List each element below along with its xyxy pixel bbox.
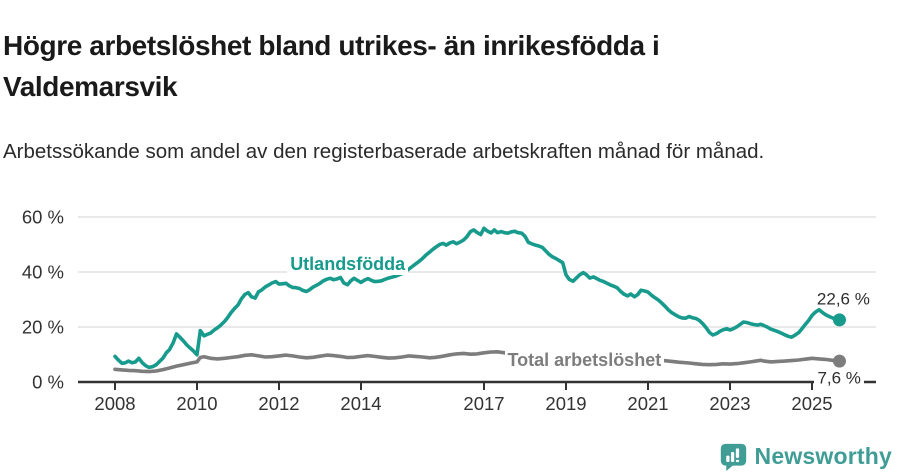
x-tick-label: 2021 xyxy=(627,393,668,414)
x-tick-label: 2008 xyxy=(94,393,135,414)
x-tick-label: 2012 xyxy=(258,393,299,414)
x-tick-label: 2023 xyxy=(709,393,750,414)
brand-name: Newsworthy xyxy=(754,443,892,469)
value-utlandsfodda: 22,6 % xyxy=(816,289,870,309)
newsworthy-logo-icon xyxy=(720,443,746,471)
x-tick-label: 2014 xyxy=(340,393,381,414)
x-tick-label: 2010 xyxy=(176,393,217,414)
x-tick-label: 2019 xyxy=(545,393,586,414)
label-utlandsfodda: Utlandsfödda xyxy=(287,253,409,276)
y-tick-label: 0 % xyxy=(32,372,64,393)
total-arbetsloshet-end-dot xyxy=(832,354,846,368)
footer-logo: Newsworthy xyxy=(719,442,892,471)
y-tick-label: 40 % xyxy=(22,262,64,283)
utlandsfodda-line xyxy=(113,226,842,370)
page-title: Högre arbetslöshet bland utrikes- än inr… xyxy=(3,29,660,102)
total-arbetsloshet-line xyxy=(113,350,842,374)
x-tick-label: 2017 xyxy=(463,393,504,414)
utlandsfodda-end-dot xyxy=(832,313,846,327)
line-chart: 0 % 20 % 40 % 60 % 2008 2010 2012 2014 2017 2019 2… xyxy=(22,207,876,414)
page-subtitle: Arbetssökande som andel av den registerb… xyxy=(3,139,765,163)
y-tick-label: 20 % xyxy=(22,317,64,338)
x-tick-label: 2025 xyxy=(791,393,832,414)
chart-area: 0 % 20 % 40 % 60 % 2008 2010 2012 2014 2017 2019 2… xyxy=(0,196,900,426)
label-total: Total arbetslöshet xyxy=(504,349,665,371)
value-total: 7,6 % xyxy=(814,367,864,389)
y-tick-label: 60 % xyxy=(22,207,64,228)
